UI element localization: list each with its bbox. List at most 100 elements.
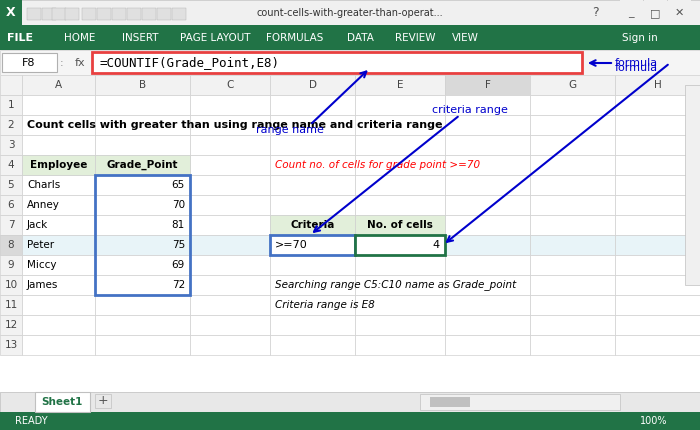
Text: 70: 70 xyxy=(172,200,185,210)
Text: count-cells-with-greater-than-operat...: count-cells-with-greater-than-operat... xyxy=(257,8,443,18)
Text: >=70: >=70 xyxy=(275,240,308,250)
Bar xyxy=(668,0,691,25)
Bar xyxy=(270,175,355,195)
Bar xyxy=(2,53,57,72)
Text: E: E xyxy=(397,80,403,90)
Bar xyxy=(355,275,445,295)
Bar xyxy=(615,315,700,335)
Bar xyxy=(355,135,445,155)
Bar xyxy=(644,0,667,25)
Bar xyxy=(355,295,445,315)
Text: B: B xyxy=(139,80,146,90)
Text: C: C xyxy=(226,80,234,90)
Bar xyxy=(430,397,470,407)
Bar xyxy=(95,75,190,95)
Text: 10: 10 xyxy=(4,280,18,290)
Bar xyxy=(530,95,615,115)
Bar xyxy=(530,195,615,215)
Bar xyxy=(190,255,270,275)
Bar xyxy=(190,235,270,255)
Bar xyxy=(270,75,355,95)
Bar xyxy=(445,135,530,155)
Text: 11: 11 xyxy=(4,300,18,310)
Bar xyxy=(615,295,700,315)
Bar xyxy=(355,115,445,135)
Text: James: James xyxy=(27,280,58,290)
Text: G: G xyxy=(568,80,577,90)
Text: 4: 4 xyxy=(433,240,440,250)
Bar xyxy=(270,235,355,255)
Text: 81: 81 xyxy=(172,220,185,230)
Bar xyxy=(270,255,355,275)
Bar xyxy=(615,255,700,275)
Bar xyxy=(22,95,95,115)
Bar xyxy=(530,275,615,295)
Bar xyxy=(95,115,190,135)
Bar xyxy=(95,335,190,355)
Bar xyxy=(0,412,700,430)
Text: formula: formula xyxy=(615,63,658,73)
Bar xyxy=(355,75,445,95)
Text: DATA: DATA xyxy=(346,33,373,43)
Text: D: D xyxy=(309,80,316,90)
Bar xyxy=(22,195,95,215)
Bar xyxy=(0,175,22,195)
Text: 100%: 100% xyxy=(640,416,668,426)
Text: 9: 9 xyxy=(8,260,14,270)
Bar xyxy=(95,195,190,215)
Bar xyxy=(355,195,445,215)
Bar xyxy=(97,8,111,20)
Text: Criteria: Criteria xyxy=(290,220,335,230)
Bar xyxy=(620,0,643,25)
Bar xyxy=(0,115,22,135)
Bar xyxy=(190,155,270,175)
Bar xyxy=(190,195,270,215)
Bar xyxy=(22,295,95,315)
Bar xyxy=(355,155,445,175)
Bar xyxy=(22,255,95,275)
Bar xyxy=(95,315,190,335)
Text: READY: READY xyxy=(15,416,48,426)
Bar xyxy=(0,295,22,315)
Text: 65: 65 xyxy=(172,180,185,190)
Bar xyxy=(142,8,156,20)
Text: 75: 75 xyxy=(172,240,185,250)
Text: Employee: Employee xyxy=(30,160,88,170)
Text: 72: 72 xyxy=(172,280,185,290)
Bar xyxy=(0,215,22,235)
Bar xyxy=(22,155,95,175)
Bar xyxy=(0,135,22,155)
Bar xyxy=(190,135,270,155)
Text: A: A xyxy=(55,80,62,90)
Text: formula: formula xyxy=(615,58,658,68)
Text: FORMULAS: FORMULAS xyxy=(266,33,323,43)
Bar xyxy=(355,215,445,235)
Bar xyxy=(445,195,530,215)
Bar xyxy=(530,155,615,175)
Bar xyxy=(95,175,190,195)
Bar xyxy=(445,315,530,335)
Bar xyxy=(270,195,355,215)
Bar xyxy=(530,315,615,335)
Text: Searching range C5:C10 name as Grade_point: Searching range C5:C10 name as Grade_poi… xyxy=(275,280,517,290)
Bar xyxy=(445,335,530,355)
Text: □: □ xyxy=(650,8,660,18)
Text: Sheet1: Sheet1 xyxy=(41,397,83,407)
Bar xyxy=(270,115,355,135)
Text: F: F xyxy=(484,80,491,90)
Bar xyxy=(95,275,190,295)
Bar xyxy=(92,52,582,73)
Bar xyxy=(270,215,355,235)
Bar xyxy=(355,335,445,355)
Bar xyxy=(270,235,355,255)
Bar xyxy=(270,275,355,295)
Bar xyxy=(355,235,445,255)
Bar xyxy=(530,115,615,135)
Bar xyxy=(615,275,700,295)
Bar xyxy=(615,175,700,195)
Bar xyxy=(270,335,355,355)
Bar xyxy=(270,155,355,175)
Bar xyxy=(445,155,530,175)
Bar xyxy=(270,295,355,315)
Text: _: _ xyxy=(628,8,634,18)
